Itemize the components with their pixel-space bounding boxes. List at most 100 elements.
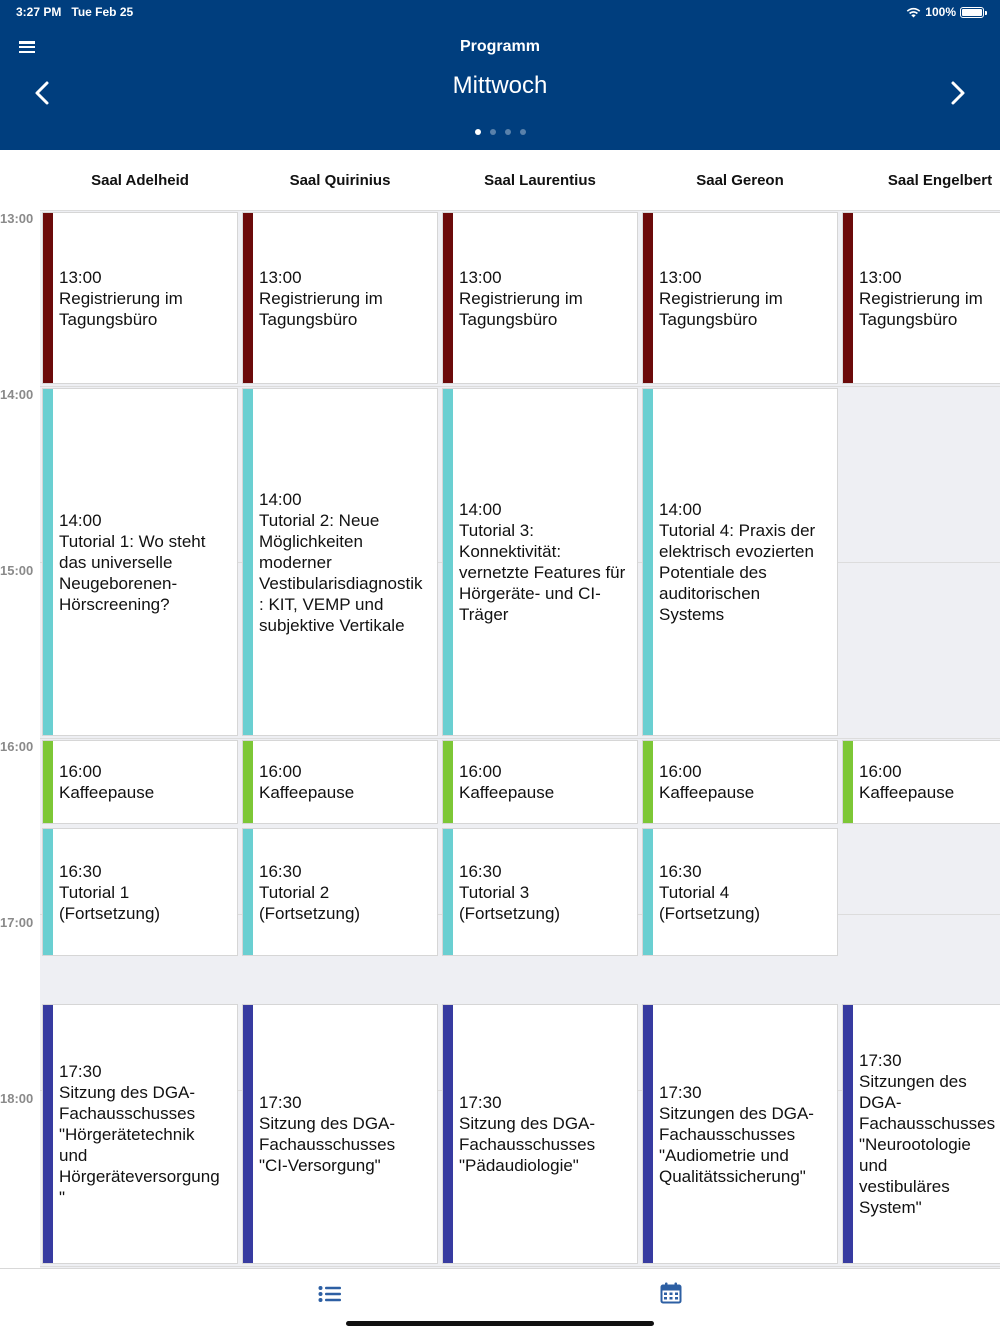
- room-header-engelbert: Saal Engelbert: [887, 172, 993, 189]
- event-title: Tutorial 1: Wo steht das universelle Neu…: [59, 531, 206, 614]
- event-category-bar: [43, 829, 53, 955]
- event-title: Tutorial 1 (Fortsetzung): [59, 882, 161, 923]
- event-card[interactable]: 16:30 Tutorial 1 (Fortsetzung): [42, 828, 238, 956]
- page-title: Programm: [459, 38, 541, 55]
- event-card[interactable]: 16:00 Kaffeepause: [242, 740, 438, 824]
- page-dot[interactable]: [474, 129, 481, 135]
- event-time: 16:00: [659, 762, 702, 781]
- event-card[interactable]: 17:30 Sitzungen des DGA- Fachausschusses …: [642, 1004, 838, 1264]
- event-category-bar: [843, 741, 853, 823]
- event-category-bar: [643, 1005, 653, 1263]
- event-category-bar: [243, 1005, 253, 1263]
- chevron-left-icon[interactable]: [30, 80, 56, 106]
- event-time: 16:30: [59, 861, 102, 881]
- event-category-bar: [43, 741, 53, 823]
- event-title: Kaffeepause: [59, 783, 155, 802]
- event-card[interactable]: 16:00 Kaffeepause: [42, 740, 238, 824]
- event-card[interactable]: 17:30 Sitzung des DGA- Fachausschusses "H…: [42, 1004, 238, 1264]
- hamburger-menu-icon[interactable]: [19, 41, 35, 53]
- event-card[interactable]: 16:00 Kaffeepause: [442, 740, 638, 824]
- event-card[interactable]: 14:00 Tutorial 1: Wo steht das universell…: [42, 388, 238, 736]
- event-category-bar: [43, 1005, 53, 1263]
- event-text: 14:00 Tutorial 3: Konnektivität: vernetzt…: [459, 389, 635, 735]
- hour-label: 16:00: [0, 739, 34, 754]
- event-time: 16:00: [259, 762, 302, 781]
- event-category-bar: [443, 741, 453, 823]
- page-dot[interactable]: [519, 129, 526, 135]
- event-text: 16:30 Tutorial 4 (Fortsetzung): [659, 829, 835, 955]
- event-card[interactable]: 13:00 Registrierung im Tagungsbüro: [842, 212, 1000, 384]
- event-time: 16:00: [859, 762, 902, 781]
- app-header: 3:27 PM Tue Feb 25 100% Programm Mittwoc…: [0, 0, 1000, 150]
- event-time: 13:00: [859, 267, 902, 287]
- list-icon[interactable]: [318, 1285, 342, 1303]
- event-card[interactable]: 17:30 Sitzungen des DGA- Fachausschusses …: [842, 1004, 1000, 1264]
- calendar-icon[interactable]: [660, 1282, 682, 1304]
- event-text: 14:00 Tutorial 4: Praxis der elektrisch e…: [659, 389, 835, 735]
- room-header-quirinius: Saal Quirinius: [289, 172, 391, 189]
- event-time: 16:30: [459, 861, 502, 881]
- event-card[interactable]: 13:00 Registrierung im Tagungsbüro: [242, 212, 438, 384]
- event-card[interactable]: 14:00 Tutorial 3: Konnektivität: vernetzt…: [442, 388, 638, 736]
- battery-icon: [960, 6, 987, 18]
- event-card[interactable]: 16:30 Tutorial 2 (Fortsetzung): [242, 828, 438, 956]
- event-text: 16:30 Tutorial 1 (Fortsetzung): [59, 829, 235, 955]
- event-time: 13:00: [659, 267, 702, 287]
- event-title: Sitzung des DGA- Fachausschusses "CI-Ver…: [259, 1114, 396, 1175]
- event-text: 13:00 Registrierung im Tagungsbüro: [59, 213, 235, 383]
- hour-label: 15:00: [0, 563, 34, 578]
- event-text: 16:00 Kaffeepause: [659, 741, 835, 823]
- event-card[interactable]: 16:00 Kaffeepause: [842, 740, 1000, 824]
- event-time: 17:30: [459, 1093, 502, 1112]
- event-card[interactable]: 13:00 Registrierung im Tagungsbüro: [42, 212, 238, 384]
- event-category-bar: [243, 741, 253, 823]
- event-text: 16:00 Kaffeepause: [59, 741, 235, 823]
- event-card[interactable]: 17:30 Sitzung des DGA- Fachausschusses "P…: [442, 1004, 638, 1264]
- event-card[interactable]: 17:30 Sitzung des DGA- Fachausschusses "C…: [242, 1004, 438, 1264]
- event-text: 17:30 Sitzung des DGA- Fachausschusses "P…: [459, 1005, 635, 1263]
- event-category-bar: [643, 389, 653, 735]
- event-time: 17:30: [859, 1051, 902, 1070]
- hour-label: 13:00: [0, 211, 34, 226]
- event-text: 17:30 Sitzung des DGA- Fachausschusses "C…: [259, 1005, 435, 1263]
- event-time: 14:00: [659, 500, 702, 519]
- hour-gridline: [40, 738, 1000, 739]
- event-card[interactable]: 13:00 Registrierung im Tagungsbüro: [642, 212, 838, 384]
- event-card[interactable]: 16:30 Tutorial 4 (Fortsetzung): [642, 828, 838, 956]
- hour-label: 17:00: [0, 915, 34, 930]
- battery-percent: 100%: [925, 5, 956, 19]
- event-title: Registrierung im Tagungsbüro: [459, 288, 583, 329]
- event-time: 14:00: [259, 489, 302, 509]
- event-category-bar: [443, 829, 453, 955]
- event-time: 17:30: [659, 1082, 702, 1102]
- event-title: Kaffeepause: [859, 783, 955, 802]
- status-bar-time: 3:27 PM Tue Feb 25: [16, 5, 134, 19]
- event-card[interactable]: 16:30 Tutorial 3 (Fortsetzung): [442, 828, 638, 956]
- event-card[interactable]: 13:00 Registrierung im Tagungsbüro: [442, 212, 638, 384]
- event-title: Sitzungen des DGA- Fachausschusses "Audi…: [659, 1103, 814, 1186]
- event-time: 13:00: [59, 267, 102, 287]
- chevron-right-icon[interactable]: [944, 80, 970, 106]
- event-text: 16:30 Tutorial 2 (Fortsetzung): [259, 829, 435, 955]
- status-bar-right: 100%: [906, 5, 987, 19]
- hour-gridline: [40, 1266, 1000, 1267]
- event-title: Sitzung des DGA- Fachausschusses "Hörger…: [59, 1082, 220, 1207]
- event-category-bar: [643, 829, 653, 955]
- event-text: 16:00 Kaffeepause: [259, 741, 435, 823]
- event-category-bar: [43, 389, 53, 735]
- page-indicator[interactable]: [0, 129, 1000, 135]
- event-title: Tutorial 3: Konnektivität: vernetzte Fea…: [459, 521, 626, 624]
- event-text: 16:00 Kaffeepause: [459, 741, 635, 823]
- event-title: Registrierung im Tagungsbüro: [59, 288, 183, 329]
- event-card[interactable]: 14:00 Tutorial 4: Praxis der elektrisch e…: [642, 388, 838, 736]
- hour-gridline: [40, 210, 1000, 211]
- event-title: Registrierung im Tagungsbüro: [259, 288, 383, 329]
- hour-label: 18:00: [0, 1091, 34, 1106]
- page-dot[interactable]: [504, 129, 511, 135]
- event-time: 16:00: [459, 762, 502, 781]
- event-text: 16:30 Tutorial 3 (Fortsetzung): [459, 829, 635, 955]
- page-dot[interactable]: [489, 129, 496, 135]
- event-card[interactable]: 16:00 Kaffeepause: [642, 740, 838, 824]
- event-time: 17:30: [259, 1093, 302, 1112]
- event-card[interactable]: 14:00 Tutorial 2: Neue Möglichkeiten mode…: [242, 388, 438, 736]
